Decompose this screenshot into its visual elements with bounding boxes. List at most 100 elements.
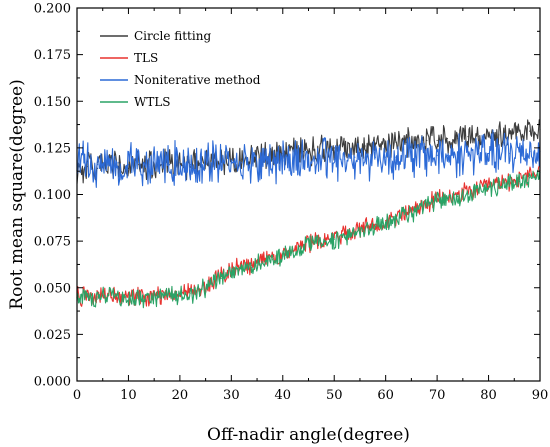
data-point [436, 139, 438, 142]
data-point [261, 162, 263, 164]
data-point [333, 158, 335, 160]
data-point [251, 266, 253, 268]
data-point [343, 236, 346, 238]
data-point [302, 158, 304, 160]
y-tick-label: 0.125 [34, 141, 71, 156]
data-point [138, 296, 140, 298]
series-line-wtls [76, 167, 541, 309]
data-point [498, 152, 500, 155]
data-point [518, 130, 521, 132]
data-point [199, 290, 202, 293]
data-point [230, 158, 232, 160]
x-tick-label: 30 [223, 388, 240, 403]
data-point [364, 145, 366, 147]
series-line-noniterative-method [76, 129, 541, 188]
x-tick-label: 50 [326, 388, 343, 403]
data-point [426, 205, 428, 207]
x-axis-title: Off-nadir angle(degree) [207, 425, 410, 445]
data-point [179, 162, 181, 164]
data-point [415, 156, 418, 158]
x-tick-label: 70 [429, 388, 446, 403]
y-tick-label: 0.100 [34, 188, 71, 203]
data-point [158, 162, 160, 164]
legend-label: TLS [134, 51, 158, 65]
data-point [158, 296, 160, 298]
data-point [323, 240, 325, 242]
data-point [107, 294, 109, 296]
data-point [446, 154, 448, 156]
data-point [405, 154, 407, 156]
data-point [487, 152, 490, 155]
y-tick-label: 0.075 [34, 235, 71, 250]
data-point [148, 298, 150, 300]
x-tick-label: 10 [120, 388, 137, 403]
data-point [343, 147, 346, 149]
data-point [457, 193, 459, 196]
data-point [385, 156, 387, 158]
legend-label: Noniterative method [134, 73, 261, 87]
data-point [457, 137, 459, 140]
data-point [343, 158, 346, 160]
data-point [241, 268, 243, 270]
data-point [138, 164, 140, 166]
data-point [96, 298, 99, 300]
data-point [323, 158, 325, 160]
data-point [292, 251, 294, 253]
data-point [169, 164, 171, 166]
data-point [354, 145, 356, 147]
data-point [107, 160, 109, 162]
data-point [251, 160, 253, 162]
data-point [467, 193, 469, 196]
data-point [487, 188, 490, 190]
data-point [138, 162, 140, 164]
x-tick-label: 90 [532, 388, 549, 403]
data-point [405, 214, 407, 216]
data-point [210, 162, 212, 164]
y-tick-label: 0.000 [34, 375, 71, 390]
data-point [220, 277, 222, 280]
series-layer [76, 119, 541, 309]
legend-label: WTLS [134, 95, 171, 109]
x-tick-label: 60 [377, 388, 394, 403]
data-point [179, 294, 181, 296]
data-point [385, 143, 387, 145]
data-point [117, 296, 119, 298]
data-point [487, 134, 490, 136]
data-point [518, 151, 521, 153]
data-point [477, 152, 479, 155]
data-point [395, 156, 397, 158]
data-point [457, 195, 459, 197]
data-point [313, 160, 315, 162]
y-tick-label: 0.200 [34, 2, 71, 17]
data-point [282, 160, 284, 162]
legend: Circle fitting TLS Noniterative method WTLS [100, 29, 261, 109]
x-tick-label: 0 [73, 388, 81, 403]
x-tick-label: 80 [480, 388, 497, 403]
data-point [86, 165, 88, 168]
data-point [210, 160, 212, 162]
y-tick-label: 0.050 [34, 281, 71, 296]
data-point [230, 160, 232, 162]
data-point [199, 162, 202, 164]
data-point [467, 136, 469, 138]
x-tick-label: 20 [172, 388, 189, 403]
data-point [96, 164, 99, 166]
data-point [169, 294, 171, 296]
data-point [313, 242, 315, 244]
data-point [457, 154, 459, 156]
y-axis-title: Root mean square(degree) [7, 79, 27, 309]
data-point [107, 292, 109, 294]
data-point [436, 201, 438, 203]
data-point [271, 259, 274, 261]
data-point [354, 156, 356, 158]
y-tick-label: 0.175 [34, 48, 71, 63]
data-point [529, 130, 531, 132]
data-point [405, 141, 407, 143]
data-point [426, 139, 428, 142]
data-point [364, 229, 366, 231]
data-point [467, 152, 469, 155]
data-point [385, 220, 387, 222]
data-point [498, 184, 500, 186]
data-point [251, 264, 253, 266]
